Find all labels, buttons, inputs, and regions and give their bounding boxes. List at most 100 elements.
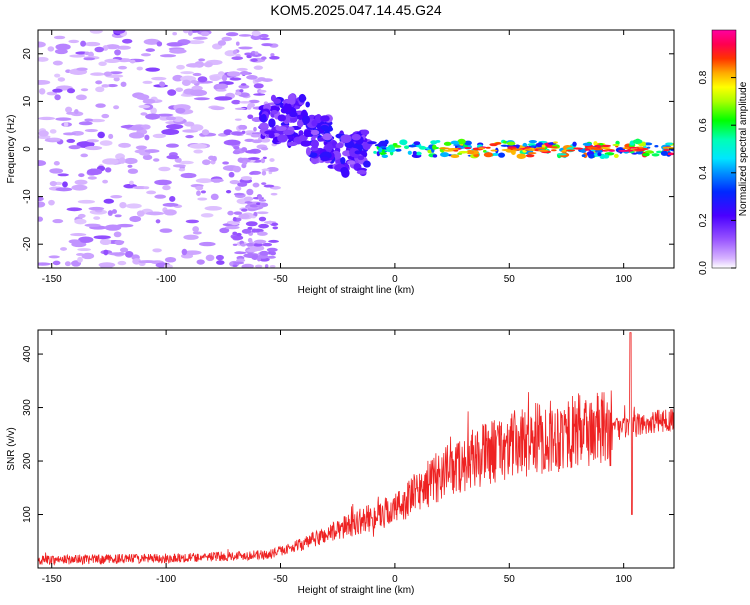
spectrogram-cell: [109, 71, 123, 75]
spectrogram-cell: [245, 149, 257, 154]
spectrogram-cell: [48, 137, 61, 141]
spectrogram-cell: [78, 236, 94, 244]
spectrogram-cell: [129, 180, 134, 185]
spectrogram-cell: [238, 46, 253, 50]
spectrogram-cell: [192, 226, 199, 233]
spectrogram-cell: [200, 190, 206, 194]
spectrogram-cell: [187, 30, 193, 36]
spectrogram-cell: [541, 144, 546, 148]
x-tick-label: -150: [42, 574, 62, 585]
spectrogram-cell: [143, 38, 161, 45]
colorbar-tick-label: 0.2: [698, 213, 709, 227]
spectrogram-cell: [232, 264, 238, 268]
spectrogram-cell: [228, 171, 235, 178]
spectrogram-cell: [553, 141, 558, 144]
spectrogram-cell: [251, 228, 258, 233]
spectrogram-cell: [232, 49, 238, 55]
spectrogram-cell: [193, 97, 210, 101]
spectrogram-cell: [145, 113, 160, 120]
spectrogram-cell: [247, 102, 255, 108]
spectrogram-cell: [501, 149, 512, 152]
spectrogram-cell: [592, 148, 604, 151]
spectrogram-cell: [458, 150, 469, 154]
spectrogram-cell: [107, 210, 113, 216]
spectrogram-cell: [581, 154, 586, 158]
spectrogram-cell: [221, 36, 232, 42]
spectrogram-cell: [152, 133, 166, 139]
spectrogram-cell: [102, 158, 119, 165]
spectrogram-cell: [231, 99, 241, 105]
spectrogram-cell: [49, 180, 57, 187]
spectrogram-cell: [181, 79, 191, 86]
spectrogram-cell: [169, 48, 187, 54]
snr-series-line: [38, 332, 674, 566]
spectrogram-cell: [210, 193, 219, 201]
spectrogram-cell: [259, 37, 271, 41]
spectrogram-cell: [360, 129, 370, 136]
snr-y-label: SNR (v/v): [6, 427, 17, 470]
spectrogram-cell: [113, 105, 120, 110]
x-tick-label: -50: [273, 574, 288, 585]
spectrogram-cell: [38, 201, 46, 208]
spectrogram-cell: [572, 141, 577, 147]
spectrogram-cell: [232, 261, 245, 265]
spectrogram-cell: [103, 198, 115, 204]
spectrogram-cell: [175, 87, 184, 92]
spectrogram-cell: [153, 158, 160, 162]
spectrogram-cell: [209, 75, 221, 82]
spectrogram-cell: [180, 172, 197, 179]
spectrogram-cell: [95, 86, 105, 93]
spectrogram-cell: [665, 142, 673, 145]
spectrogram-cell: [172, 32, 177, 36]
spectrogram-cell: [258, 223, 269, 229]
spectrogram-cell: [145, 67, 161, 72]
spectrogram-cell: [642, 152, 650, 157]
spectrogram-cell: [219, 227, 230, 234]
spectrogram-cell: [84, 145, 103, 151]
x-tick-label: -100: [156, 274, 176, 285]
spectrogram-cell: [77, 256, 83, 263]
spectrogram-x-axis: -150 -100 -50 0 50 100: [42, 30, 632, 285]
spectrogram-cell: [187, 40, 205, 45]
spectrogram-cell: [607, 149, 616, 152]
spectrogram-cell: [195, 178, 213, 184]
spectrogram-cell: [95, 80, 103, 85]
spectrogram-cell: [190, 79, 198, 84]
spectrogram-cell: [97, 131, 105, 139]
spectrogram-cell: [71, 184, 88, 191]
spectrogram-cell: [195, 185, 204, 191]
spectrogram-cell: [263, 184, 275, 188]
spectrogram-cell: [205, 254, 215, 262]
spectrogram-cell: [253, 243, 263, 247]
spectrogram-cell: [516, 153, 527, 159]
spectrogram-cell: [495, 142, 502, 145]
spectrogram-cell: [340, 134, 352, 143]
spectrogram-cell: [54, 94, 61, 101]
spectrogram-cell: [227, 210, 234, 216]
spectrogram-cell: [311, 119, 318, 127]
x-tick-label: -150: [42, 274, 62, 285]
spectrogram-cell: [234, 118, 242, 121]
spectrogram-cell: [550, 149, 557, 152]
spectrogram-cell: [38, 262, 52, 266]
spectrogram-cell: [320, 115, 330, 122]
spectrogram-cell: [253, 126, 257, 132]
spectrogram-cell: [138, 260, 147, 264]
spectrogram-cell: [443, 141, 452, 146]
spectrogram-cell: [250, 58, 258, 62]
spectrogram-cell: [351, 133, 361, 141]
spectrogram-cell: [241, 264, 249, 268]
spectrogram-cell: [260, 56, 267, 60]
spectrogram-cell: [270, 192, 278, 196]
spectrogram-cell: [378, 147, 383, 153]
spectrogram-cell: [266, 255, 276, 259]
spectrogram-cell: [156, 113, 174, 117]
spectrogram-cell: [159, 54, 177, 58]
spectrogram-cell: [77, 248, 92, 252]
spectrogram-cell: [556, 153, 567, 156]
x-tick-label: 0: [392, 574, 398, 585]
spectrogram-cell: [93, 216, 101, 220]
spectrogram-cell: [169, 196, 176, 202]
spectrogram-cell: [136, 66, 143, 71]
